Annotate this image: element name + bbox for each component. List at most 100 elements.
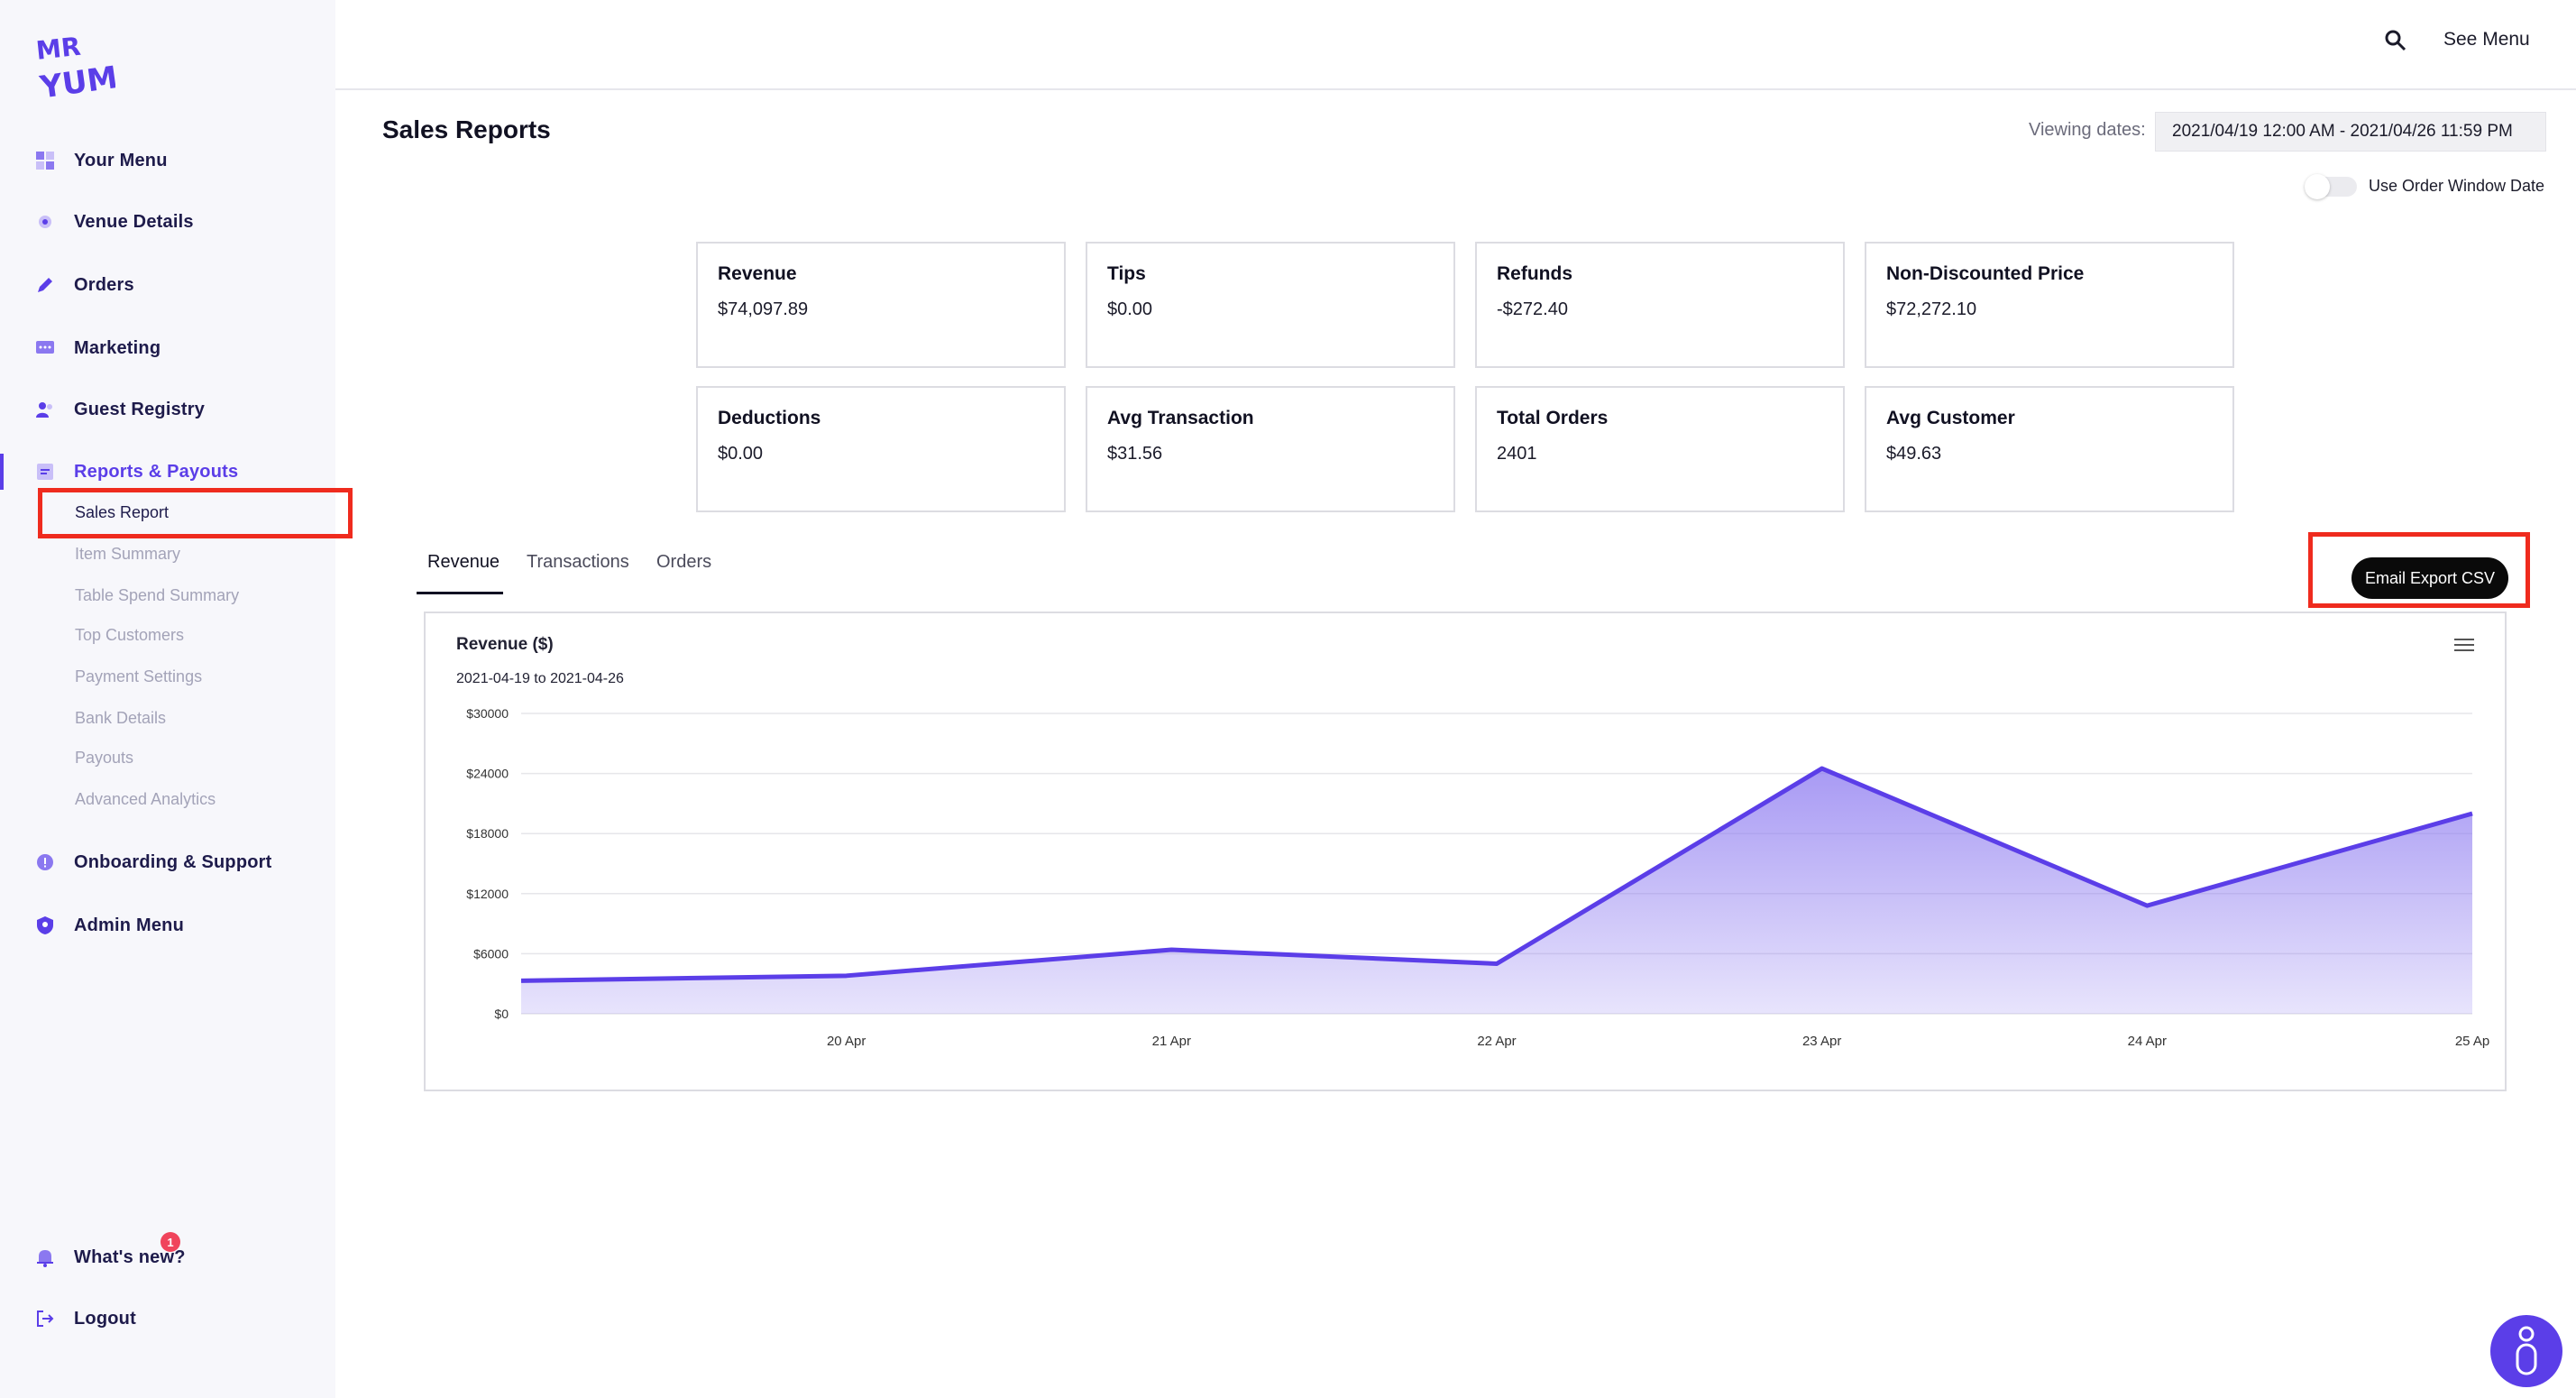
page-title: Sales Reports bbox=[382, 115, 551, 143]
grid-icon bbox=[34, 150, 56, 171]
stat-card-avg-transaction: Avg Transaction $31.56 bbox=[1086, 386, 1455, 512]
x-tick-label: 25 Ap bbox=[2455, 1034, 2489, 1049]
sidebar-item-whats-new[interactable]: What's new? bbox=[34, 1239, 186, 1275]
sidebar-item-label: Guest Registry bbox=[74, 399, 206, 419]
active-indicator bbox=[0, 454, 4, 490]
stat-title: Revenue bbox=[718, 263, 797, 284]
gear-icon bbox=[34, 211, 56, 233]
stat-value: -$272.40 bbox=[1497, 299, 1568, 319]
series-line bbox=[520, 766, 2473, 983]
toggle-knob bbox=[2305, 174, 2330, 199]
x-tick-label: 22 Apr bbox=[1477, 1034, 1516, 1049]
sidebar-item-marketing[interactable]: Marketing bbox=[34, 330, 160, 366]
sidebar-item-logout[interactable]: Logout bbox=[34, 1301, 136, 1337]
date-range-picker[interactable]: 2021/04/19 12:00 AM - 2021/04/26 11:59 P… bbox=[2155, 112, 2546, 152]
search-icon[interactable] bbox=[2384, 29, 2407, 52]
sidebar-item-admin-menu[interactable]: Admin Menu bbox=[34, 907, 184, 943]
pencil-icon bbox=[34, 274, 56, 296]
logo-text-bottom: YUM bbox=[37, 60, 115, 99]
stat-card-tips: Tips $0.00 bbox=[1086, 242, 1455, 368]
area-fill bbox=[521, 768, 2472, 1014]
y-tick-label: $18000 bbox=[466, 826, 509, 841]
sidebar-item-label: Logout bbox=[74, 1308, 136, 1329]
sidebar-subitem-payment-settings[interactable]: Payment Settings bbox=[75, 667, 203, 685]
stat-value: 2401 bbox=[1497, 444, 1537, 464]
sidebar-item-onboarding-support[interactable]: Onboarding & Support bbox=[34, 844, 272, 880]
info-icon bbox=[34, 851, 56, 873]
sidebar-subitem-sales-report[interactable]: Sales Report bbox=[75, 503, 170, 521]
chart-title: Revenue ($) bbox=[456, 635, 554, 654]
highlight-box-sales-report bbox=[38, 488, 353, 538]
stat-card-refunds: Refunds -$272.40 bbox=[1475, 242, 1845, 368]
sidebar-item-label: Onboarding & Support bbox=[74, 851, 272, 872]
y-tick-label: $0 bbox=[494, 1007, 509, 1021]
hamburger-menu-icon[interactable] bbox=[2454, 637, 2474, 653]
sidebar-item-label: Your Menu bbox=[74, 150, 168, 170]
x-tick-label: 23 Apr bbox=[1802, 1034, 1841, 1049]
y-tick-label: $24000 bbox=[466, 767, 509, 781]
shield-icon bbox=[34, 915, 56, 936]
sidebar-subitem-bank-details[interactable]: Bank Details bbox=[75, 709, 167, 727]
stat-value: $72,272.10 bbox=[1886, 299, 1977, 319]
sidebar-item-your-menu[interactable]: Your Menu bbox=[34, 143, 168, 179]
sidebar-item-label: Admin Menu bbox=[74, 915, 184, 935]
sidebar: MR YUM Your Menu Venue Details Orders Ma… bbox=[0, 0, 335, 1398]
stat-value: $49.63 bbox=[1886, 444, 1942, 464]
y-tick-label: $6000 bbox=[473, 946, 509, 961]
sidebar-item-reports-payouts[interactable]: Reports & Payouts bbox=[34, 454, 238, 490]
stat-title: Non-Discounted Price bbox=[1886, 263, 2085, 284]
stat-card-total-orders: Total Orders 2401 bbox=[1475, 386, 1845, 512]
email-export-csv-button[interactable]: Email Export CSV bbox=[2351, 557, 2508, 599]
mr-yum-logo[interactable]: MR YUM bbox=[34, 31, 115, 99]
sidebar-subitem-payouts[interactable]: Payouts bbox=[75, 749, 134, 767]
revenue-chart: $0 $6000 $12000 $18000 $24000 $30000 20 Apr 21… bbox=[466, 706, 2489, 1049]
order-window-toggle[interactable] bbox=[2305, 174, 2357, 199]
stat-title: Avg Customer bbox=[1886, 408, 2015, 428]
bell-icon bbox=[34, 1246, 56, 1268]
stat-value: $0.00 bbox=[718, 444, 764, 464]
sidebar-item-label: Orders bbox=[74, 274, 134, 295]
stat-card-revenue: Revenue $74,097.89 bbox=[696, 242, 1066, 368]
sidebar-item-label: What's new? bbox=[74, 1246, 186, 1267]
sidebar-item-label: Venue Details bbox=[74, 211, 194, 232]
logo-text-top: MR bbox=[34, 32, 82, 66]
sidebar-item-venue-details[interactable]: Venue Details bbox=[34, 204, 194, 240]
sidebar-subitem-item-summary[interactable]: Item Summary bbox=[75, 545, 181, 563]
stat-value: $31.56 bbox=[1107, 444, 1163, 464]
info-icon bbox=[2516, 1326, 2537, 1375]
top-bar bbox=[335, 0, 2576, 90]
y-tick-label: $12000 bbox=[466, 887, 509, 901]
logout-icon bbox=[34, 1308, 56, 1329]
stat-card-non-discounted-price: Non-Discounted Price $72,272.10 bbox=[1865, 242, 2234, 368]
sidebar-subitem-top-customers[interactable]: Top Customers bbox=[75, 626, 185, 644]
see-menu-link[interactable]: See Menu bbox=[2443, 29, 2530, 50]
sidebar-item-label: Marketing bbox=[74, 337, 161, 358]
sidebar-subitem-advanced-analytics[interactable]: Advanced Analytics bbox=[75, 790, 216, 808]
sidebar-item-guest-registry[interactable]: Guest Registry bbox=[34, 391, 205, 428]
stat-title: Refunds bbox=[1497, 263, 1572, 284]
stat-card-deductions: Deductions $0.00 bbox=[696, 386, 1066, 512]
chat-icon bbox=[34, 337, 56, 359]
sidebar-item-orders[interactable]: Orders bbox=[34, 267, 134, 303]
stat-title: Total Orders bbox=[1497, 408, 1609, 428]
stat-title: Deductions bbox=[718, 408, 821, 428]
tab-transactions[interactable]: Transactions bbox=[527, 552, 629, 572]
sidebar-item-label: Reports & Payouts bbox=[74, 461, 239, 482]
users-icon bbox=[34, 399, 56, 420]
report-icon bbox=[34, 461, 56, 483]
tab-revenue[interactable]: Revenue bbox=[427, 552, 500, 572]
help-chat-button[interactable] bbox=[2490, 1315, 2562, 1387]
stat-title: Avg Transaction bbox=[1107, 408, 1254, 428]
x-tick-label: 24 Apr bbox=[2128, 1034, 2167, 1049]
order-window-toggle-label: Use Order Window Date bbox=[2369, 177, 2545, 195]
stat-value: $0.00 bbox=[1107, 299, 1153, 319]
stat-card-avg-customer: Avg Customer $49.63 bbox=[1865, 386, 2234, 512]
highlight-box-export-button bbox=[2308, 532, 2530, 608]
active-tab-underline bbox=[417, 592, 503, 594]
viewing-dates-label: Viewing dates: bbox=[2029, 120, 2146, 140]
tab-orders[interactable]: Orders bbox=[656, 552, 712, 572]
stat-value: $74,097.89 bbox=[718, 299, 809, 319]
sidebar-subitem-table-spend-summary[interactable]: Table Spend Summary bbox=[75, 586, 240, 604]
chart-subtitle: 2021-04-19 to 2021-04-26 bbox=[456, 671, 624, 686]
x-tick-label: 20 Apr bbox=[827, 1034, 866, 1049]
